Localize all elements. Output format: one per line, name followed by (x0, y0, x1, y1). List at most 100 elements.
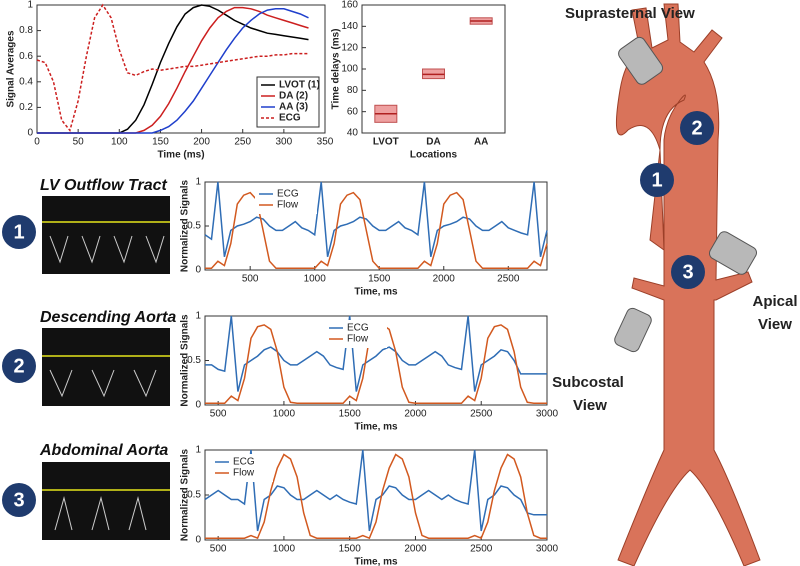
x-tick-label: 1500 (339, 544, 362, 555)
x-tick-label: 150 (152, 137, 169, 148)
legend-box (255, 186, 317, 214)
y-tick-label: 0.6 (19, 51, 33, 62)
y-tick-label: 160 (341, 0, 358, 11)
y-tick-label: 1 (195, 445, 201, 456)
series-line (204, 181, 548, 257)
x-axis-label: Time, ms (354, 557, 398, 566)
x-tick-label: DA (426, 137, 440, 148)
y-tick-label: 0.5 (187, 355, 201, 366)
doppler-trace (49, 369, 157, 398)
series-line (204, 449, 547, 532)
legend-label: ECG (279, 113, 301, 124)
y-tick-label: 0 (195, 400, 201, 411)
panels: LV Outflow Tract Descending Aorta Abdomi… (2, 177, 176, 540)
y-tick-label: 0.4 (19, 76, 33, 87)
aorta-diagram: 2 1 3 Suprasternal View Apical View Subc… (552, 3, 798, 566)
x-tick-label: 2500 (470, 544, 493, 555)
panel-badge (2, 349, 36, 383)
panel-title: Descending Aorta (40, 309, 176, 326)
x-tick-label: 2000 (404, 409, 427, 420)
x-tick-label: 3000 (536, 544, 559, 555)
legend-label: Flow (277, 200, 299, 211)
x-tick-label: LVOT (373, 137, 399, 148)
y-axis-label: Normalized Signals (180, 314, 191, 407)
panel-number: 2 (13, 355, 24, 377)
y-tick-label: 80 (347, 85, 359, 96)
site-number: 3 (682, 261, 693, 283)
x-tick-label: 1000 (273, 409, 296, 420)
view-label: Subcostal (552, 374, 624, 391)
y-tick-label: 0.5 (187, 221, 201, 232)
view-label: View (758, 316, 792, 333)
site-number: 2 (691, 117, 702, 139)
y-tick-label: 40 (347, 128, 359, 139)
probe (618, 36, 664, 85)
x-tick-label: 500 (210, 409, 227, 420)
x-tick-label: 0 (34, 137, 40, 148)
panel-title: LV Outflow Tract (40, 177, 168, 194)
y-tick-label: 140 (341, 21, 358, 32)
series-line (37, 8, 309, 134)
ultrasound-image (42, 196, 170, 274)
series-line (205, 453, 547, 540)
legend-label: DA (2) (279, 91, 308, 102)
panel-number: 1 (13, 221, 24, 243)
y-tick-label: 0 (195, 535, 201, 546)
panel-badge (2, 215, 36, 249)
doppler-trace (49, 235, 165, 264)
y-tick-label: 60 (347, 106, 359, 117)
panel-badge (2, 483, 36, 517)
series-line (205, 191, 548, 269)
x-tick-label: 500 (242, 274, 259, 285)
x-tick-label: 1500 (368, 274, 391, 285)
site-badge (640, 163, 674, 197)
x-tick-label: 100 (111, 137, 128, 148)
x-tick-label: 250 (234, 137, 251, 148)
legend-box (325, 320, 387, 348)
probe (614, 307, 652, 353)
x-tick-label: 2000 (433, 274, 456, 285)
x-tick-label: 1500 (339, 409, 362, 420)
x-tick-label: AA (474, 137, 488, 148)
view-label: Suprasternal View (565, 5, 695, 22)
y-tick-label: 1 (195, 311, 201, 322)
panel-title: Abdominal Aorta (39, 442, 168, 459)
legend-label: ECG (277, 189, 299, 200)
legend-label: LVOT (1) (279, 80, 320, 91)
x-axis-label: Locations (410, 150, 458, 161)
x-tick-label: 200 (193, 137, 210, 148)
x-axis-label: Time (ms) (157, 150, 204, 161)
y-tick-label: 0.8 (19, 25, 33, 36)
x-tick-label: 1000 (273, 544, 296, 555)
x-tick-label: 50 (73, 137, 85, 148)
legend-box (211, 454, 273, 482)
doppler-trace (54, 496, 147, 531)
x-tick-label: 1000 (304, 274, 327, 285)
y-tick-label: 1 (27, 0, 33, 11)
series-line (205, 315, 547, 392)
panel-number: 3 (13, 489, 24, 511)
series-line (36, 3, 309, 133)
legend-label: Flow (347, 334, 369, 345)
x-tick-label: 2000 (404, 544, 427, 555)
y-tick-label: 0.2 (19, 102, 33, 113)
legend-label: ECG (233, 457, 255, 468)
site-badge (671, 255, 705, 289)
x-tick-label: 3000 (536, 409, 559, 420)
site-number: 1 (651, 169, 662, 191)
view-label: Apical (752, 293, 797, 310)
y-axis-label: Signal Averages (6, 30, 17, 108)
probe (709, 231, 757, 275)
y-axis-label: Time delays (ms) (331, 29, 342, 110)
legend-label: AA (3) (279, 102, 308, 113)
y-axis-label: Normalized Signals (180, 448, 191, 541)
y-tick-label: 0 (27, 128, 33, 139)
x-tick-label: 350 (317, 137, 334, 148)
x-tick-label: 2500 (497, 274, 520, 285)
x-axis-label: Time, ms (354, 422, 398, 433)
site-badge (680, 111, 714, 145)
y-tick-label: 0 (195, 265, 201, 276)
view-label: View (573, 397, 607, 414)
legend-label: Flow (233, 468, 255, 479)
